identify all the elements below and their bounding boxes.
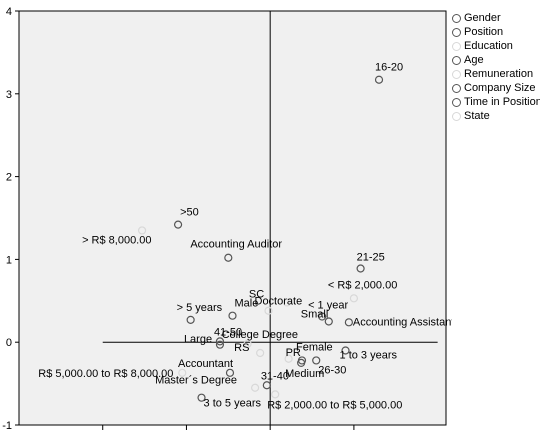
point-pr — [284, 354, 293, 363]
point-label-r-8-000-00: > R$ 8,000.00 — [82, 234, 151, 246]
legend-swatch — [452, 41, 461, 51]
point-label-medium: Medium — [285, 368, 324, 380]
point-label-rs: RS — [234, 342, 249, 354]
legend: Gender Position Education Age Remuneration Co… — [452, 11, 540, 123]
legend-item-age: Age — [452, 53, 540, 67]
legend-swatch — [452, 27, 461, 37]
point-accountant — [225, 368, 235, 377]
y-tick-label: 0 — [6, 337, 12, 349]
point-r-2-000-00-to-r-5-000-00 — [271, 390, 280, 399]
point-label-female: Female — [296, 341, 333, 353]
legend-item-time-in-position: Time in Position — [452, 95, 540, 109]
point-label-31-40: 31-40 — [261, 370, 289, 382]
point-label-male: Male — [235, 298, 259, 310]
point-label-accounting-assistant: Accounting Assistant — [353, 316, 452, 328]
point-26-30 — [312, 356, 321, 365]
y-tick-label: -1 — [2, 420, 12, 432]
point-label-small: Small — [301, 309, 329, 321]
point-r-5-000-00-to-r-8-000-00 — [178, 368, 187, 377]
legend-swatch — [452, 97, 461, 107]
point-50 — [173, 220, 183, 229]
point-label-sc: SC — [249, 288, 264, 300]
point-label-16-20: 16-20 — [375, 62, 403, 74]
legend-swatch — [452, 69, 461, 79]
point-label-doctorate: Doctorate — [255, 296, 303, 308]
point-41-50 — [215, 337, 225, 346]
point-r-8-000-00 — [137, 226, 147, 235]
point-label-r-2-000-00-to-r-5-000-00: R$ 2,000.00 to R$ 5,000.00 — [267, 399, 402, 411]
point-label-26-30: 26-30 — [318, 364, 346, 376]
scatter-chart: -1 0 1 2 3 4 Male Female Accounting Auditor Acco… — [2, 6, 452, 432]
point-label-1-to-3-years: 1 to 3 years — [340, 349, 398, 361]
point-1-year — [317, 312, 327, 321]
point-5-years — [186, 315, 195, 324]
point-16-20 — [374, 75, 384, 84]
legend-label: Time in Position — [464, 96, 540, 108]
legend-label: Remuneration — [464, 68, 534, 80]
legend-item-education: Education — [452, 39, 540, 53]
point-rs — [256, 348, 265, 358]
point-label-5-years: > 5 years — [177, 302, 223, 314]
point-accounting-auditor — [224, 253, 233, 262]
legend-item-gender: Gender — [452, 11, 540, 25]
legend-swatch — [452, 13, 461, 23]
point-label-1-year: < 1 year — [308, 300, 348, 312]
y-tick-label: 4 — [6, 6, 12, 18]
legend-swatch — [452, 83, 461, 93]
point-31-40 — [262, 381, 271, 390]
point-label-41-50: 41-50 — [214, 326, 242, 338]
point-male — [228, 311, 237, 320]
point-label-college-degree: College Degree — [222, 329, 298, 341]
point-college-degree — [243, 339, 252, 348]
point-1-to-3-years — [341, 346, 350, 355]
point-label-21-25: 21-25 — [357, 252, 385, 264]
y-tick-label: 3 — [6, 89, 12, 101]
point-label-r-5-000-00-to-r-8-000-00: R$ 5,000.00 to R$ 8,000.00 — [38, 368, 173, 380]
legend-label: Position — [464, 26, 504, 38]
point-label-accounting-auditor: Accounting Auditor — [190, 239, 282, 251]
point-label-r-2-000-00: < R$ 2,000.00 — [328, 279, 397, 291]
point-small — [324, 317, 333, 326]
legend-item-company-size: Company Size — [452, 81, 540, 95]
tick-labels: -1 0 1 2 3 4 — [2, 6, 12, 432]
point-21-25 — [356, 264, 365, 273]
point-master-s-degree — [251, 383, 260, 392]
legend-label: Age — [464, 54, 484, 66]
point-labels: Male Female Accounting Auditor Accountant Ac… — [38, 62, 452, 412]
y-tick-label: 1 — [6, 254, 12, 266]
point-3-to-5-years — [197, 393, 206, 402]
legend-label: Education — [464, 40, 513, 52]
legend-label: State — [464, 110, 490, 122]
point-label-accountant: Accountant — [178, 358, 233, 370]
legend-item-position: Position — [452, 25, 540, 39]
legend-label: Gender — [464, 12, 501, 24]
point-sc — [282, 298, 292, 307]
legend-item-state: State — [452, 109, 540, 123]
tick-marks — [15, 10, 355, 430]
axes — [102, 11, 438, 425]
legend-swatch — [452, 55, 461, 65]
point-label-pr: PR — [286, 347, 301, 359]
point-label-3-to-5-years: 3 to 5 years — [204, 398, 262, 410]
point-medium — [297, 358, 306, 367]
y-tick-label: 2 — [6, 172, 12, 184]
point-label-large: Large — [184, 334, 212, 346]
point-large — [215, 340, 225, 349]
legend-swatch — [452, 111, 461, 121]
point-label-50: >50 — [180, 207, 199, 219]
plot-area — [18, 10, 447, 426]
point-label-master-s-degree: Master´s Degree — [155, 375, 237, 387]
legend-item-remuneration: Remuneration — [452, 67, 540, 81]
point-r-2-000-00 — [349, 294, 359, 303]
data-points — [137, 75, 384, 402]
point-accounting-assistant — [344, 318, 353, 327]
point-doctorate — [264, 306, 273, 315]
legend-label: Company Size — [464, 82, 536, 94]
